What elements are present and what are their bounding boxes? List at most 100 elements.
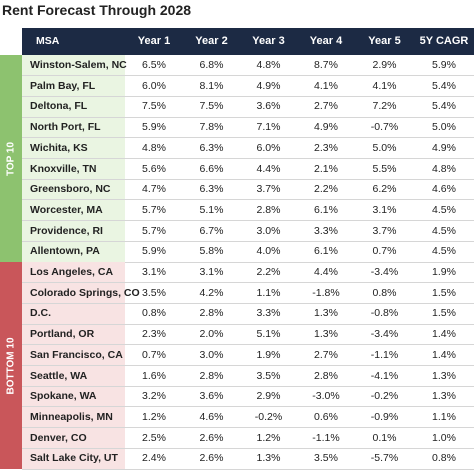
value-cell: 2.5% — [142, 431, 166, 444]
value-cell: 4.9% — [256, 79, 281, 92]
value-cell: 4.8% — [256, 59, 281, 71]
value-cell: 4.1% — [314, 79, 338, 92]
value-cell: 6.0% — [256, 141, 281, 154]
row-separator — [22, 240, 474, 242]
value-cell: 4.0% — [256, 245, 281, 258]
value-cell: 3.0% — [256, 224, 281, 237]
msa-name: Winston-Salem, NC — [30, 59, 127, 71]
row-separator — [22, 199, 474, 201]
row-separator — [22, 365, 474, 366]
msa-name: Worcester, MA — [30, 203, 103, 216]
value-cell: 2.9% — [372, 59, 397, 71]
value-cell: 7.5% — [142, 100, 166, 113]
value-cell: 2.2% — [256, 266, 281, 278]
value-cell: 6.1% — [314, 245, 338, 258]
value-cell: 3.2% — [142, 390, 166, 403]
value-cell: 8.1% — [199, 79, 224, 92]
value-cell: 4.8% — [432, 162, 456, 175]
value-cell: 4.9% — [314, 121, 338, 134]
row-separator — [22, 282, 474, 284]
value-cell: 3.0% — [199, 348, 224, 361]
value-cell: 3.5% — [256, 369, 281, 382]
value-cell: -0.2% — [370, 390, 399, 403]
msa-name: Denver, CO — [30, 431, 87, 444]
value-cell: 1.3% — [432, 369, 456, 382]
group-label-text: TOP 10 — [5, 141, 17, 176]
msa-name: Greensboro, NC — [30, 183, 111, 196]
row-separator — [22, 468, 474, 470]
msa-name: Knoxville, TN — [30, 162, 97, 175]
value-cell: 3.3% — [256, 307, 281, 320]
value-cell: 3.5% — [142, 286, 166, 299]
row-separator — [22, 75, 474, 77]
value-cell: 7.8% — [199, 121, 224, 134]
value-cell: 4.6% — [432, 183, 456, 196]
row-separator — [22, 261, 474, 263]
header-cell: Year 2 — [183, 28, 240, 55]
value-cell: -0.8% — [370, 307, 399, 320]
value-cell: 2.1% — [314, 162, 338, 175]
value-cell: 5.4% — [432, 79, 456, 92]
msa-name: Wichita, KS — [30, 141, 88, 154]
msa-name: Colorado Springs, CO — [30, 286, 140, 299]
value-cell: 6.1% — [314, 203, 338, 216]
value-cell: -0.7% — [370, 121, 399, 134]
value-cell: 1.5% — [432, 286, 456, 299]
value-cell: 3.3% — [314, 224, 338, 237]
row-separator — [22, 447, 474, 449]
msa-name: D.C. — [30, 307, 51, 320]
value-cell: 6.5% — [142, 59, 166, 71]
value-cell: 6.6% — [199, 162, 224, 175]
value-cell: 1.6% — [142, 369, 166, 382]
value-cell: 2.6% — [199, 452, 224, 465]
value-cell: 1.0% — [432, 431, 456, 444]
value-cell: -5.7% — [370, 452, 399, 465]
value-cell: 3.6% — [256, 100, 281, 113]
value-cell: 4.1% — [372, 79, 397, 92]
row-separator — [22, 220, 474, 222]
value-cell: 2.9% — [256, 390, 281, 403]
value-cell: -1.8% — [312, 286, 340, 299]
value-cell: 5.6% — [142, 162, 166, 175]
value-cell: 7.2% — [372, 100, 397, 113]
value-cell: 5.7% — [142, 224, 166, 237]
header-cell: MSA — [22, 28, 125, 55]
value-cell: 6.3% — [199, 183, 224, 196]
value-cell: 1.2% — [256, 431, 281, 444]
row-separator — [22, 406, 474, 408]
value-cell: 5.4% — [432, 100, 456, 113]
msa-name: Seattle, WA — [30, 369, 88, 382]
value-cell: -0.9% — [370, 410, 399, 423]
msa-name: Palm Bay, FL — [30, 79, 96, 92]
value-cell: 0.8% — [372, 286, 397, 299]
value-cell: 0.7% — [142, 348, 166, 361]
value-cell: 2.0% — [199, 328, 224, 341]
msa-name: Los Angeles, CA — [30, 266, 114, 278]
value-cell: 6.7% — [199, 224, 224, 237]
value-cell: 2.8% — [199, 369, 224, 382]
row-separator — [22, 323, 474, 325]
row-separator — [22, 137, 474, 139]
value-cell: 1.1% — [432, 410, 456, 423]
value-cell: 5.1% — [256, 328, 281, 341]
value-cell: 8.7% — [314, 59, 338, 71]
value-cell: -0.2% — [254, 410, 283, 423]
value-cell: 7.1% — [256, 121, 281, 134]
value-cell: 1.3% — [314, 307, 338, 320]
row-separator — [22, 385, 474, 387]
value-cell: 4.4% — [314, 266, 338, 278]
value-cell: 3.7% — [372, 224, 397, 237]
value-cell: 4.5% — [432, 245, 456, 258]
value-cell: 2.3% — [142, 328, 166, 341]
msa-name: Providence, RI — [30, 224, 103, 237]
value-cell: -3.0% — [312, 390, 340, 403]
value-cell: 1.1% — [256, 286, 281, 299]
value-cell: 4.7% — [142, 183, 166, 196]
value-cell: 5.1% — [199, 203, 224, 216]
value-cell: 0.8% — [432, 452, 456, 465]
value-cell: 5.5% — [372, 162, 397, 175]
value-cell: 3.1% — [372, 203, 397, 216]
value-cell: 0.8% — [142, 307, 166, 320]
value-cell: 3.1% — [199, 266, 224, 278]
msa-name: Allentown, PA — [30, 245, 100, 258]
